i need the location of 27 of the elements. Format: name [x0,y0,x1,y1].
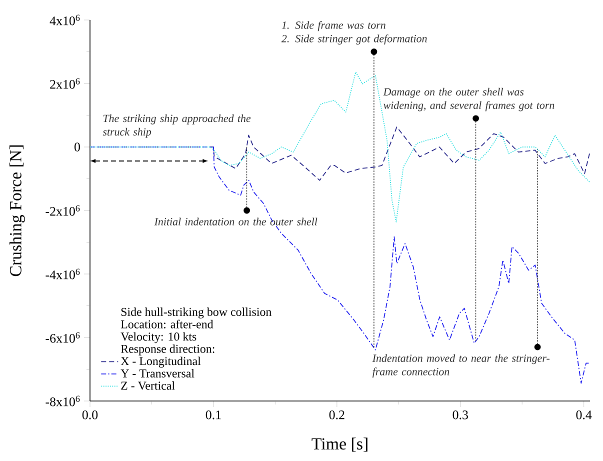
annotation: Velocity: 10 kts [120,332,196,344]
y-tick-label: -4x10$^{6}$ [46,268,80,280]
y-tick-label: -6x10$^{6}$ [46,332,80,343]
y-tick-label: 0 [74,142,80,152]
annotation: Response direction: [120,344,214,356]
annotation: Indentation moved to near the stringer-frame connection [372,354,550,378]
x-tick-label: 0.1 [206,410,221,420]
x-tick-label: 0.2 [329,410,344,420]
annotation: The striking ship approached the struck ship [102,114,251,138]
y-axis-title: Crushing Force [N] [9,145,25,276]
annotation: Initial indentation on the outer shell [154,218,318,226]
y-tick-label: -8x10$^{6}$ [46,396,80,406]
y-tick-label: 2x10$^{6}$ [50,78,80,89]
x-tick-label: 0.4 [576,410,592,420]
annotation: Location: after-end [120,320,214,328]
annotation: 2. Side stringer got deformation [281,34,427,45]
annotation: Damage on the outer shell was widening, and several frames got torn [383,88,554,112]
annotation: Side hull-striking bow collision [121,308,272,318]
x-tick-label: 0.0 [82,410,98,420]
y-tick-label: -2x10$^{6}$ [46,205,80,216]
legend-label: Z - Vertical [121,381,175,390]
annotation: 1. Side frame was torn [282,21,386,32]
legend-label: Y - Transversal [120,369,194,378]
legend-label: X - Longitudinal [120,356,201,368]
x-tick-label: 0.3 [452,410,468,420]
y-tick-label: 4x10$^{6}$ [50,14,80,26]
x-axis-title: Time [s] [312,438,368,452]
